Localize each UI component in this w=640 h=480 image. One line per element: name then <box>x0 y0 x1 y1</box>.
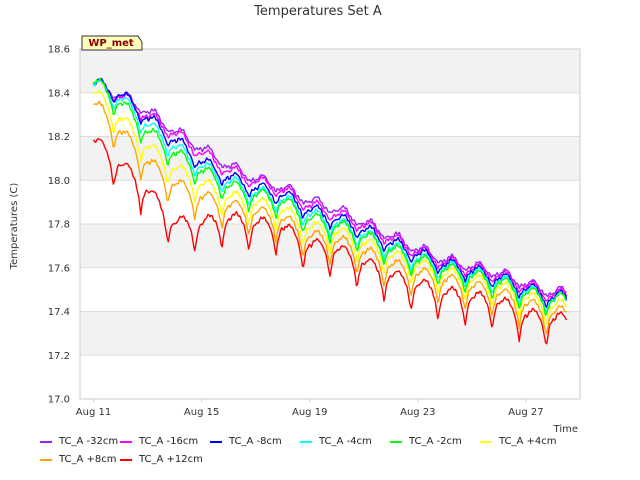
y-tick-label: 17.8 <box>48 220 70 231</box>
legend-item: TC_A +12cm <box>120 454 203 465</box>
series-line <box>92 78 568 313</box>
chart-title: Temperatures Set A <box>253 4 382 19</box>
series-line <box>92 78 568 302</box>
y-tick-label: 18.6 <box>48 45 70 56</box>
legend-swatch <box>120 440 132 443</box>
series-lines <box>92 77 568 345</box>
legend-label: TC_A +4cm <box>499 436 557 447</box>
y-tick-label: 17.4 <box>48 307 70 318</box>
x-tick-label: Aug 23 <box>400 407 435 418</box>
background-bands <box>80 49 580 356</box>
series-line <box>92 138 568 345</box>
legend-item: TC_A +4cm <box>480 436 557 447</box>
x-tick-label: Aug 11 <box>76 407 111 418</box>
series-line <box>93 100 567 335</box>
series-line <box>93 89 568 325</box>
legend-label: TC_A +12cm <box>139 454 203 465</box>
legend-swatch <box>480 440 492 443</box>
y-tick-label: 18.4 <box>48 88 70 99</box>
grid-band <box>80 224 580 268</box>
x-tick-label: Aug 27 <box>508 407 543 418</box>
grid-band <box>80 311 580 356</box>
x-tick-label: Aug 19 <box>292 407 327 418</box>
legend-swatch <box>210 440 222 443</box>
series-line <box>92 77 567 316</box>
badge-label: WP_met <box>88 38 134 49</box>
legend-label: TC_A -32cm <box>59 436 119 447</box>
legend-item: TC_A -8cm <box>210 436 282 447</box>
y-tick-label: 17.6 <box>48 263 70 274</box>
series-line <box>93 77 568 308</box>
y-tick-label: 17.2 <box>48 351 70 362</box>
grid-band <box>80 136 580 181</box>
y-axis-label: Temperatures (C) <box>9 183 20 271</box>
legend-item: TC_A -16cm <box>120 436 198 447</box>
station-badge: WP_met <box>81 35 143 51</box>
legend-label: TC_A -8cm <box>229 436 282 447</box>
legend-swatch <box>120 458 132 461</box>
x-axis-label: Time <box>553 424 578 435</box>
badge-box <box>81 35 143 51</box>
grid-band <box>80 49 580 93</box>
legend-label: TC_A -4cm <box>319 436 372 447</box>
plot-frame <box>79 48 581 400</box>
legend-swatch <box>390 440 402 443</box>
legend-label: TC_A -16cm <box>139 436 199 447</box>
series-line <box>93 78 567 297</box>
legend-swatch <box>300 440 312 443</box>
legend-swatch <box>40 458 52 461</box>
y-tick-label: 18.2 <box>48 132 70 143</box>
legend-item: TC_A +8cm <box>40 454 117 465</box>
y-tick-label: 18.0 <box>48 176 70 187</box>
x-tick-label: Aug 15 <box>184 407 219 418</box>
legend-label: TC_A +8cm <box>59 454 117 465</box>
legend-label: TC_A -2cm <box>409 436 462 447</box>
x-tick-labels: Aug 11 Aug 15 Aug 19 Aug 23 Aug 27 <box>76 399 544 418</box>
legend-item: TC_A -32cm <box>40 436 118 447</box>
legend-swatch <box>40 440 52 443</box>
y-tick-labels: 17.0 17.2 17.4 17.6 17.8 18.0 18.2 18.4 18.6 <box>48 45 70 406</box>
legend-item: TC_A -2cm <box>390 436 462 447</box>
legend-item: TC_A -4cm <box>300 436 372 447</box>
y-tick-label: 17.0 <box>48 395 70 406</box>
